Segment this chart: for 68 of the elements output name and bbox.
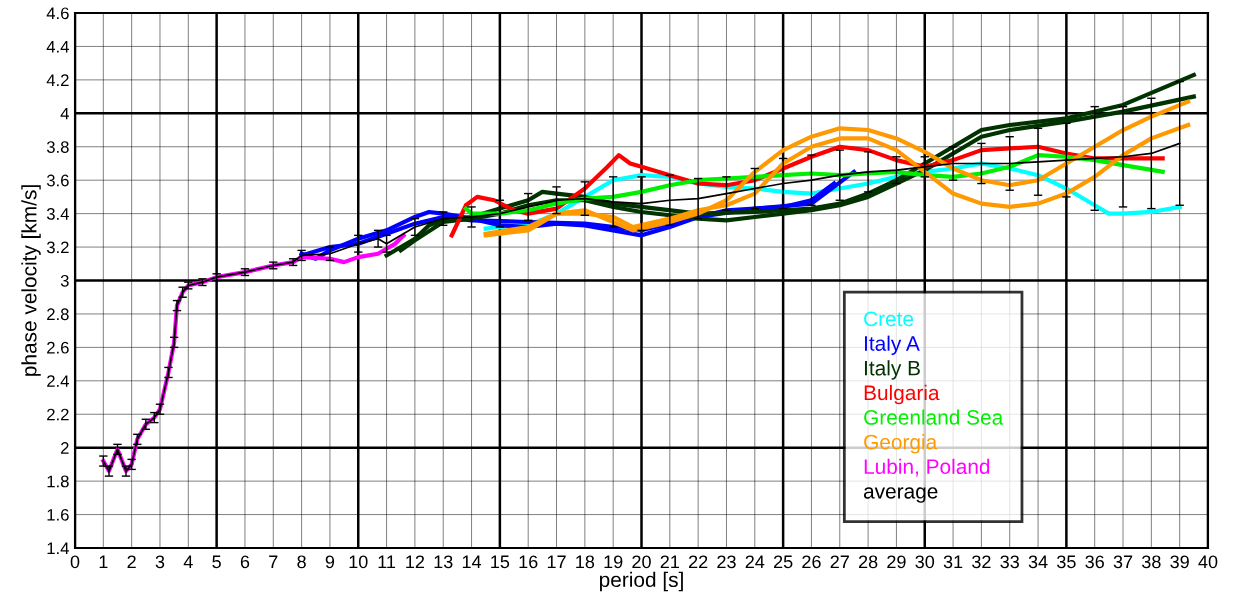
x-tick-label: 29 (887, 555, 906, 569)
x-tick-label: 12 (406, 555, 425, 569)
x-tick-label: 5 (212, 555, 221, 569)
y-tick-label: 4.4 (46, 41, 69, 53)
text: Bulgaria (864, 384, 940, 405)
y-tick-label: 4.2 (46, 74, 69, 86)
x-tick-label: 31 (943, 555, 963, 569)
x-tick-label: 21 (660, 555, 679, 569)
x-tick-label: 17 (547, 555, 566, 569)
y-tick-label: 3 (60, 274, 69, 287)
x-tick-label: 19 (604, 555, 623, 569)
x-tick-label: 7 (269, 555, 278, 569)
x-tick-label: 33 (1000, 555, 1019, 569)
text: Lubin, Poland (864, 458, 990, 477)
x-tick-label: 20 (632, 555, 651, 569)
text: Italy B (865, 360, 920, 380)
x-tick-label: 40 (1198, 555, 1218, 569)
x-tick-label: 35 (1057, 555, 1076, 569)
y-tick-label: 2.6 (47, 341, 69, 354)
x-tick-label: 39 (1170, 555, 1189, 569)
text: Italy A (865, 335, 920, 356)
x-tick-label: 24 (745, 555, 765, 569)
x-tick-label: 28 (858, 555, 878, 569)
x-tick-label: 30 (915, 555, 935, 569)
y-tick-label: 1.8 (47, 475, 69, 488)
x-tick-label: 3 (155, 555, 165, 569)
y-tick-label: 3.4 (46, 208, 69, 220)
x-tick-label: 15 (491, 555, 510, 569)
x-tick-label: 32 (972, 555, 991, 569)
x-tick-label: 9 (325, 555, 335, 569)
x-tick-label: 23 (717, 555, 736, 569)
y-tick-label: 2.8 (47, 308, 69, 321)
y-tick-label: 1.4 (47, 542, 69, 555)
y-tick-label: 3.8 (46, 141, 69, 153)
x-tick-label: 26 (802, 555, 821, 569)
y-axis-title: phase velocity [km/s] (21, 185, 41, 376)
x-tick-label: 38 (1142, 555, 1161, 569)
y-tick-label: 2.4 (47, 375, 69, 387)
text: Georgia (864, 434, 938, 454)
y-tick-label: 2 (61, 442, 69, 454)
x-tick-label: 2 (127, 555, 136, 569)
x-tick-label: 16 (519, 555, 538, 569)
text: Greenland Sea (864, 409, 1004, 425)
y-tick-label: 4.6 (46, 7, 69, 20)
y-tick-label: 3.2 (46, 241, 69, 254)
y-tick-label: 3.6 (46, 174, 69, 187)
y-tick-label: 4 (60, 107, 69, 120)
x-tick-label: 34 (1028, 555, 1048, 569)
text: Crete (864, 311, 914, 327)
text: average (863, 487, 938, 503)
x-tick-label: 0 (70, 555, 80, 569)
y-tick-label: 1.6 (47, 508, 69, 521)
x-tick-label: 14 (462, 555, 482, 569)
x-tick-label: 6 (240, 555, 250, 569)
x-tick-label: 37 (1113, 555, 1133, 569)
x-tick-label: 25 (773, 555, 793, 569)
x-tick-label: 22 (689, 555, 708, 569)
x-tick-label: 11 (378, 555, 396, 569)
x-axis-title: period [s] (600, 571, 683, 592)
x-tick-label: 27 (830, 555, 849, 569)
x-tick-label: 36 (1085, 555, 1104, 569)
x-tick-label: 18 (576, 555, 595, 569)
x-tick-label: 1 (99, 555, 108, 569)
x-tick-label: 10 (349, 555, 368, 569)
y-tick-label: 2.2 (47, 408, 69, 421)
x-tick-label: 13 (434, 555, 453, 569)
x-tick-label: 4 (183, 555, 193, 569)
x-tick-label: 8 (297, 555, 306, 569)
